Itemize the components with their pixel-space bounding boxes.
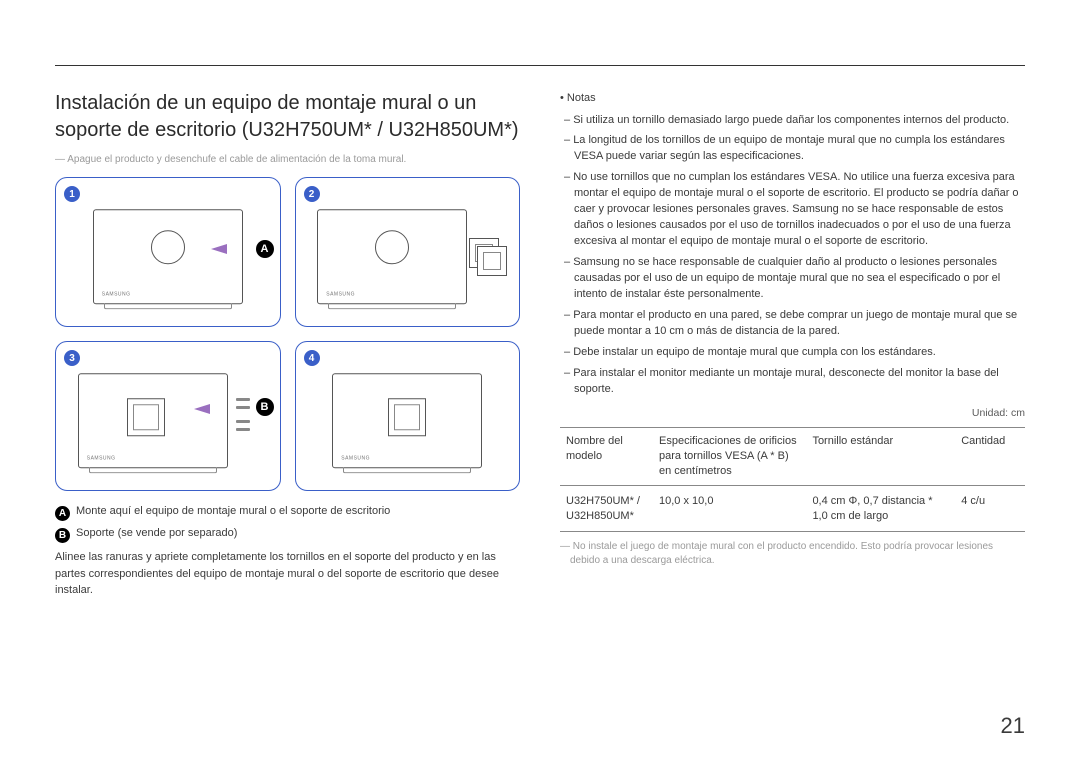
step-number: 1 (64, 186, 80, 202)
note-item: Si utiliza un tornillo demasiado largo p… (574, 113, 1025, 129)
step-number: 2 (304, 186, 320, 202)
note-item: Para montar el producto en una pared, se… (574, 308, 1025, 340)
note-item: Para instalar el monitor mediante un mon… (574, 366, 1025, 398)
legend-text-b: Soporte (se vende por separado) (76, 527, 237, 539)
diagram-grid: 1 SAMSUNG A 2 SAMSUNG 3 (55, 177, 520, 491)
notes-heading: • Notas (560, 90, 1025, 107)
callout-label-b: B (256, 398, 274, 416)
page-number: 21 (1001, 713, 1025, 739)
legend-badge-b: B (55, 528, 70, 543)
left-column: Instalación de un equipo de montaje mura… (55, 60, 520, 599)
page-content: Instalación de un equipo de montaje mura… (0, 0, 1080, 629)
notes-list: Si utiliza un tornillo demasiado largo p… (560, 113, 1025, 398)
th-vesa: Especificaciones de orificios para torni… (653, 428, 806, 486)
power-off-note: Apague el producto y desenchufe el cable… (55, 154, 520, 165)
td-model: U32H750UM* / U32H850UM* (560, 485, 653, 532)
table-header-row: Nombre del modelo Especificaciones de or… (560, 428, 1025, 486)
section-title: Instalación de un equipo de montaje mura… (55, 90, 520, 144)
legend-row-a: A Monte aquí el equipo de montaje mural … (55, 505, 520, 521)
brand-logo: SAMSUNG (87, 455, 116, 461)
diagram-panel-4: 4 SAMSUNG (295, 341, 521, 491)
vesa-mount-circle (375, 230, 409, 264)
screw-icon (236, 406, 250, 409)
bracket-icon (477, 246, 507, 276)
note-item: No use tornillos que no cumplan los está… (574, 170, 1025, 250)
brand-logo: SAMSUNG (326, 291, 355, 297)
spec-table: Nombre del modelo Especificaciones de or… (560, 427, 1025, 532)
unit-label: Unidad: cm (560, 406, 1025, 422)
monitor-outline: SAMSUNG (78, 373, 228, 468)
bracket-mounted (127, 398, 165, 436)
vesa-mount-circle (151, 230, 185, 264)
screw-icon (236, 428, 250, 431)
footer-warning: No instale el juego de montaje mural con… (560, 540, 1025, 568)
note-item: Samsung no se hace responsable de cualqu… (574, 255, 1025, 303)
legend-row-b: B Soporte (se vende por separado) (55, 527, 520, 543)
note-item: La longitud de los tornillos de un equip… (574, 133, 1025, 165)
th-qty: Cantidad (955, 428, 1025, 486)
top-rule (55, 65, 1025, 66)
step-number: 3 (64, 350, 80, 366)
screw-icon (236, 398, 250, 401)
arrow-icon (211, 244, 227, 254)
td-qty: 4 c/u (955, 485, 1025, 532)
legend-badge-a: A (55, 506, 70, 521)
screw-icon (236, 420, 250, 423)
th-model: Nombre del modelo (560, 428, 653, 486)
step-number: 4 (304, 350, 320, 366)
legend-text-a: Monte aquí el equipo de montaje mural o … (76, 505, 390, 517)
note-item: Debe instalar un equipo de montaje mural… (574, 345, 1025, 361)
th-screw: Tornillo estándar (806, 428, 955, 486)
diagram-panel-2: 2 SAMSUNG (295, 177, 521, 327)
arrow-icon (194, 404, 210, 414)
alignment-instruction: Alinee las ranuras y apriete completamen… (55, 549, 520, 599)
diagram-panel-3: 3 SAMSUNG B (55, 341, 281, 491)
diagram-panel-1: 1 SAMSUNG A (55, 177, 281, 327)
monitor-outline: SAMSUNG (93, 209, 243, 304)
td-vesa: 10,0 x 10,0 (653, 485, 806, 532)
table-row: U32H750UM* / U32H850UM* 10,0 x 10,0 0,4 … (560, 485, 1025, 532)
bracket-mounted (388, 398, 426, 436)
right-column: • Notas Si utiliza un tornillo demasiado… (560, 60, 1025, 599)
brand-logo: SAMSUNG (341, 455, 370, 461)
monitor-outline: SAMSUNG (332, 373, 482, 468)
callout-label-a: A (256, 240, 274, 258)
td-screw: 0,4 cm Φ, 0,7 distancia * 1,0 cm de larg… (806, 485, 955, 532)
monitor-outline: SAMSUNG (317, 209, 467, 304)
brand-logo: SAMSUNG (102, 291, 131, 297)
